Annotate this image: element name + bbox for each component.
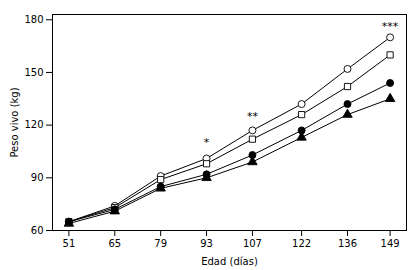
svg-text:150: 150 [24,67,43,78]
svg-text:122: 122 [292,238,311,249]
svg-text:79: 79 [154,238,167,249]
svg-text:180: 180 [24,14,43,25]
svg-text:**: ** [247,110,259,123]
svg-text:60: 60 [31,225,44,236]
svg-text:93: 93 [200,238,213,249]
svg-text:107: 107 [243,238,262,249]
svg-text:*: * [204,136,210,149]
svg-text:***: *** [382,20,399,33]
svg-text:Peso vivo (kg): Peso vivo (kg) [9,87,20,157]
svg-text:149: 149 [381,238,400,249]
svg-text:65: 65 [108,238,121,249]
svg-text:51: 51 [63,238,76,249]
svg-text:Edad (días): Edad (días) [201,256,258,267]
svg-text:136: 136 [338,238,357,249]
svg-text:90: 90 [31,172,44,183]
svg-text:120: 120 [24,119,43,130]
